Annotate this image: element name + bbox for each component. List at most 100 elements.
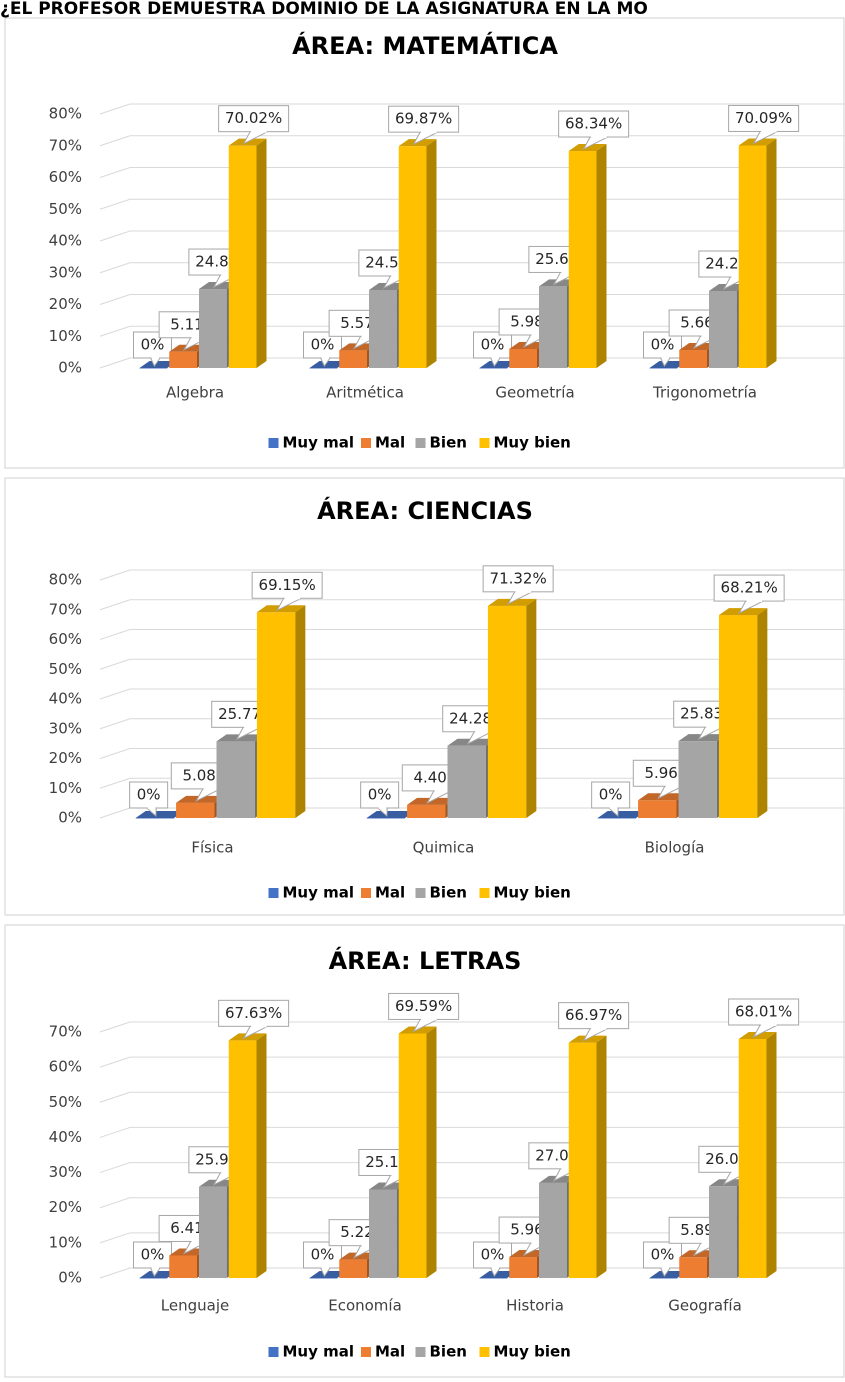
legend-swatch <box>415 1347 426 1357</box>
grid-line <box>99 294 845 305</box>
bar-side <box>426 1026 437 1278</box>
x-tick-label: Historia <box>506 1297 564 1315</box>
bar-side <box>526 598 537 818</box>
chart-panel <box>4 17 845 469</box>
x-tick-label: Geometría <box>495 384 574 402</box>
bar-top <box>139 361 178 368</box>
grid-line <box>99 718 845 730</box>
grid-line <box>99 748 845 759</box>
x-tick-label: Geografía <box>668 1297 742 1315</box>
legend-swatch <box>479 888 490 898</box>
x-tick-label: Aritmética <box>326 384 404 402</box>
callout-box <box>482 565 554 593</box>
bar <box>309 368 338 369</box>
grid-line <box>99 1197 845 1209</box>
data-label: 0% <box>141 336 165 354</box>
legend-label: Mal <box>375 884 405 902</box>
callout-box <box>728 998 800 1026</box>
y-tick-label: 50% <box>49 200 82 218</box>
legend-swatch <box>268 438 279 448</box>
legend-label: Bien <box>430 884 467 902</box>
y-tick-label: 80% <box>49 571 82 589</box>
x-tick-label: Lenguaje <box>161 1297 229 1315</box>
bar <box>228 1040 257 1278</box>
chart-title: ÁREA: CIENCIAS <box>317 496 533 525</box>
callout-pointer <box>412 1018 438 1033</box>
chart-panel <box>4 924 845 1378</box>
bar-side <box>596 1035 607 1278</box>
callout-pointer <box>195 788 221 803</box>
callout-box <box>360 781 400 809</box>
grid-line <box>99 135 845 147</box>
y-tick-label: 40% <box>49 690 82 708</box>
callout-box <box>473 331 512 359</box>
legend-label: Muy bien <box>494 884 571 902</box>
callout-box <box>558 110 630 138</box>
bar <box>199 1186 227 1278</box>
callout-pointer <box>320 1267 331 1277</box>
data-label: 67.63% <box>225 1004 282 1022</box>
callout-pointer <box>737 600 764 615</box>
x-tick-label: Economía <box>328 1297 402 1315</box>
bar <box>509 349 537 368</box>
chart-title: ÁREA: LETRAS <box>329 946 522 975</box>
callout-pointer <box>150 1267 161 1277</box>
grid-line <box>99 1232 845 1244</box>
data-label: 70.02% <box>225 109 282 127</box>
data-label: 0% <box>137 786 161 804</box>
data-label: 0% <box>481 1246 505 1264</box>
y-tick-label: 60% <box>49 1058 82 1076</box>
legend-swatch <box>479 438 490 448</box>
grid-line <box>99 167 845 178</box>
bar <box>539 1182 567 1278</box>
bar <box>398 146 427 368</box>
y-tick-label: 30% <box>49 719 82 737</box>
legend-label: Muy bien <box>494 434 571 452</box>
bar <box>169 351 197 368</box>
bar <box>649 1278 678 1279</box>
y-tick-label: 70% <box>49 136 82 154</box>
y-tick-label: 20% <box>49 295 82 313</box>
page-header: ¿EL PROFESOR DEMUESTRA DOMINIO DE LA ASI… <box>0 0 648 19</box>
bar-side <box>757 608 768 818</box>
legend-label: Muy bien <box>494 1343 571 1361</box>
bar <box>135 818 175 819</box>
data-label: 69.15% <box>259 576 316 594</box>
legend-swatch <box>361 438 371 448</box>
x-tick-label: Algebra <box>166 384 224 402</box>
callout-pointer <box>506 591 533 605</box>
grid-line <box>99 1162 845 1174</box>
callout-pointer <box>275 597 302 612</box>
bar <box>339 1259 367 1278</box>
callout-box <box>713 574 785 602</box>
bar <box>738 1038 767 1278</box>
bar <box>398 1033 427 1278</box>
legend-swatch <box>268 888 279 898</box>
y-tick-label: 10% <box>49 1233 82 1251</box>
callout-box <box>303 1241 342 1269</box>
legend-swatch <box>361 888 371 898</box>
bar <box>509 1257 537 1278</box>
data-label: 0% <box>599 786 623 804</box>
data-label: 0% <box>311 1246 335 1264</box>
grid-line <box>99 777 845 789</box>
x-tick-label: Biología <box>645 839 705 857</box>
callout-pointer <box>242 1025 268 1040</box>
bar-top <box>309 1271 348 1278</box>
bar <box>678 741 717 818</box>
y-tick-label: 70% <box>49 600 82 618</box>
callout-box <box>473 1241 512 1269</box>
bar <box>539 286 567 368</box>
bar-side <box>766 1031 777 1278</box>
callout-pointer <box>490 1267 501 1277</box>
legend-label: Muy mal <box>283 1343 355 1361</box>
data-label: 0% <box>368 786 392 804</box>
data-label: 66.97% <box>565 1006 622 1024</box>
bar-top <box>597 811 647 818</box>
grid-line <box>99 599 845 611</box>
bar <box>568 1042 597 1278</box>
y-tick-label: 0% <box>58 359 82 377</box>
bar <box>309 1278 338 1279</box>
